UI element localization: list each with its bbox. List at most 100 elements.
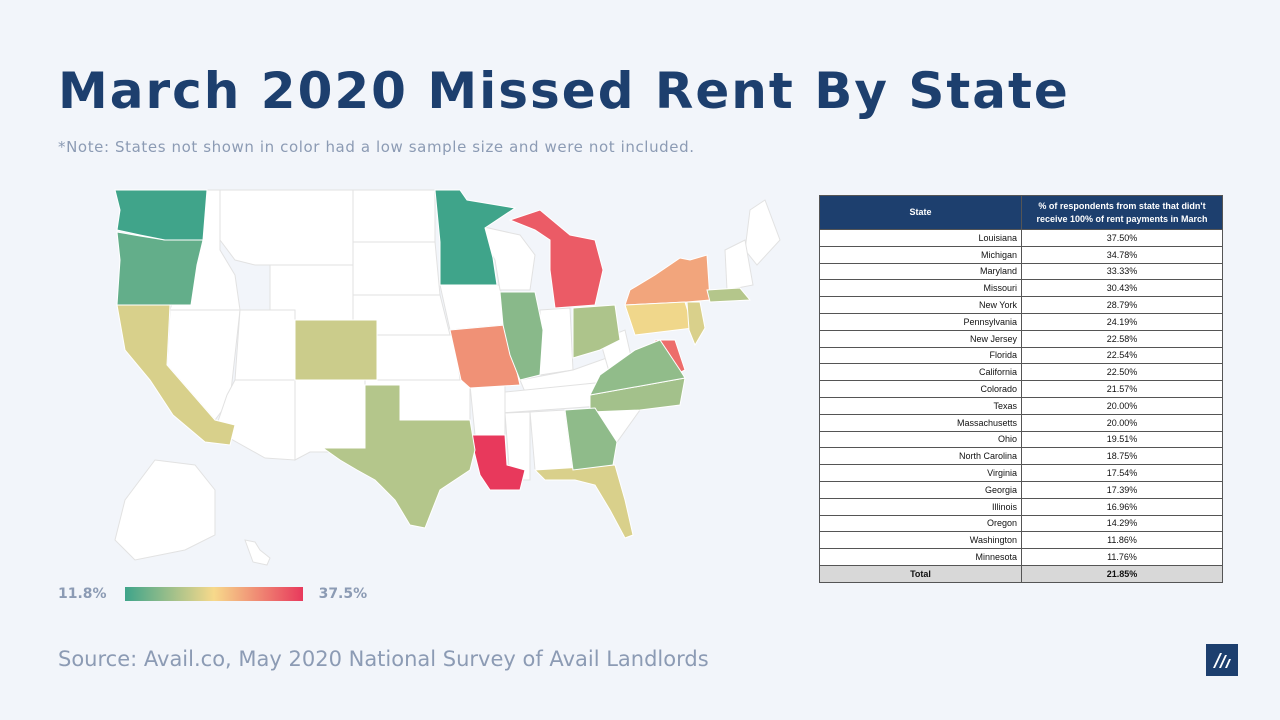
table-cell-value: 20.00% [1021, 413, 1223, 432]
table-header-state: State [819, 195, 1022, 230]
note-text: *Note: States not shown in color had a l… [58, 138, 695, 156]
table-cell-state: Virginia [819, 464, 1022, 482]
state-washington [114, 189, 208, 241]
state-virginia [589, 339, 686, 396]
table-cell-state: California [819, 363, 1022, 382]
table-cell-value: 11.86% [1021, 531, 1223, 550]
state-california [116, 304, 236, 446]
state-texas [321, 384, 476, 529]
table-row: Georgia 17.39% [819, 480, 1223, 499]
table-row: New York 28.79% [819, 296, 1223, 314]
table-cell-state: Michigan [819, 245, 1022, 264]
state-colorado [294, 319, 378, 381]
table-row: Ohio 19.51% [819, 430, 1223, 449]
avail-logo-glyph [1213, 653, 1231, 668]
table-row: Michigan 34.78% [819, 245, 1223, 264]
state-base-south-dakota [352, 241, 441, 296]
table-cell-value: 17.54% [1021, 464, 1223, 482]
table-row: New Jersey 22.58% [819, 329, 1223, 348]
table-cell-state: Florida [819, 346, 1022, 365]
table-row: Washington 11.86% [819, 531, 1223, 550]
state-base-mississippi [504, 411, 531, 481]
state-base-north-dakota [352, 189, 436, 243]
table-row: Louisiana 37.50% [819, 229, 1223, 247]
legend-gradient-bar [124, 587, 303, 601]
table-row: Colorado 21.57% [819, 380, 1223, 398]
table-cell-state: Illinois [819, 497, 1022, 516]
map-choropleth [114, 189, 752, 539]
table-row: Minnesota 11.76% [819, 548, 1223, 566]
state-illinois [499, 291, 544, 381]
table-cell-state: Louisiana [819, 229, 1022, 247]
table-cell-state: Georgia [819, 480, 1022, 499]
table-cell-state: Ohio [819, 430, 1022, 449]
table-cell-value: 37.50% [1021, 229, 1223, 247]
table-cell-state: Total [819, 564, 1022, 583]
state-georgia [564, 407, 618, 471]
table-cell-state: New York [819, 296, 1022, 314]
state-base-arkansas [469, 384, 506, 436]
table-row: Missouri 30.43% [819, 279, 1223, 298]
state-ohio [572, 304, 621, 359]
table-total-row: Total 21.85% [819, 564, 1223, 583]
state-base-vermont-nh [724, 239, 754, 291]
avail-logo-icon [1206, 644, 1238, 676]
table-cell-value: 20.00% [1021, 396, 1223, 415]
state-florida [533, 464, 634, 539]
table-cell-value: 14.29% [1021, 514, 1223, 533]
state-pennsylvania [624, 301, 694, 336]
table-cell-state: Texas [819, 396, 1022, 415]
table-cell-value: 21.85% [1021, 564, 1223, 583]
table-row: North Carolina 18.75% [819, 447, 1223, 466]
state-base-kansas [376, 334, 461, 381]
state-base-hawaii [244, 539, 271, 566]
table-row: Texas 20.00% [819, 396, 1223, 415]
table-cell-state: New Jersey [819, 329, 1022, 348]
table-cell-state: North Carolina [819, 447, 1022, 466]
state-base-maine [744, 199, 781, 266]
table-cell-value: 16.96% [1021, 497, 1223, 516]
table-cell-state: Maryland [819, 262, 1022, 281]
state-base-indiana [539, 307, 574, 376]
table-row: Maryland 33.33% [819, 262, 1223, 281]
legend-max-label: 37.5% [318, 586, 368, 602]
table-cell-value: 28.79% [1021, 296, 1223, 314]
state-base-montana [219, 189, 354, 266]
table-cell-value: 22.54% [1021, 346, 1223, 365]
table-row: Oregon 14.29% [819, 514, 1223, 533]
state-minnesota [434, 189, 517, 286]
table-cell-value: 30.43% [1021, 279, 1223, 298]
table-cell-state: Pennsylvania [819, 312, 1022, 331]
us-map [114, 189, 781, 566]
table-row: California 22.50% [819, 363, 1223, 382]
state-base-alaska [114, 459, 216, 561]
state-oregon [116, 231, 204, 306]
table-row: Illinois 16.96% [819, 497, 1223, 516]
table-cell-state: Washington [819, 531, 1022, 550]
table-cell-state: Oregon [819, 514, 1022, 533]
legend-min-label: 11.8% [58, 586, 107, 602]
state-base-iowa [439, 284, 506, 331]
table-row: Pennsylvania 24.19% [819, 312, 1223, 331]
table-body: Louisiana 37.50% Michigan 34.78% Maryland 33.… [819, 229, 1223, 583]
table-cell-value: 17.39% [1021, 480, 1223, 499]
table-cell-value: 22.50% [1021, 363, 1223, 382]
table-cell-state: Minnesota [819, 548, 1022, 566]
table-cell-value: 19.51% [1021, 430, 1223, 449]
table-header-row: State % of respondents from state that d… [819, 195, 1223, 230]
table-cell-value: 24.19% [1021, 312, 1223, 331]
table-cell-state: Colorado [819, 380, 1022, 398]
table-cell-value: 11.76% [1021, 548, 1223, 566]
state-new-york [624, 254, 711, 306]
table-cell-value: 21.57% [1021, 380, 1223, 398]
color-legend: 11.8% 37.5% [58, 586, 367, 602]
table-cell-value: 34.78% [1021, 245, 1223, 264]
state-louisiana [469, 434, 526, 491]
source-text: Source: Avail.co, May 2020 National Surv… [58, 647, 709, 671]
state-base-utah [234, 309, 301, 381]
table-row: Florida 22.54% [819, 346, 1223, 365]
table-cell-value: 22.58% [1021, 329, 1223, 348]
table-cell-value: 33.33% [1021, 262, 1223, 281]
table-row: Virginia 17.54% [819, 464, 1223, 482]
rent-data-table: State % of respondents from state that d… [819, 195, 1223, 583]
